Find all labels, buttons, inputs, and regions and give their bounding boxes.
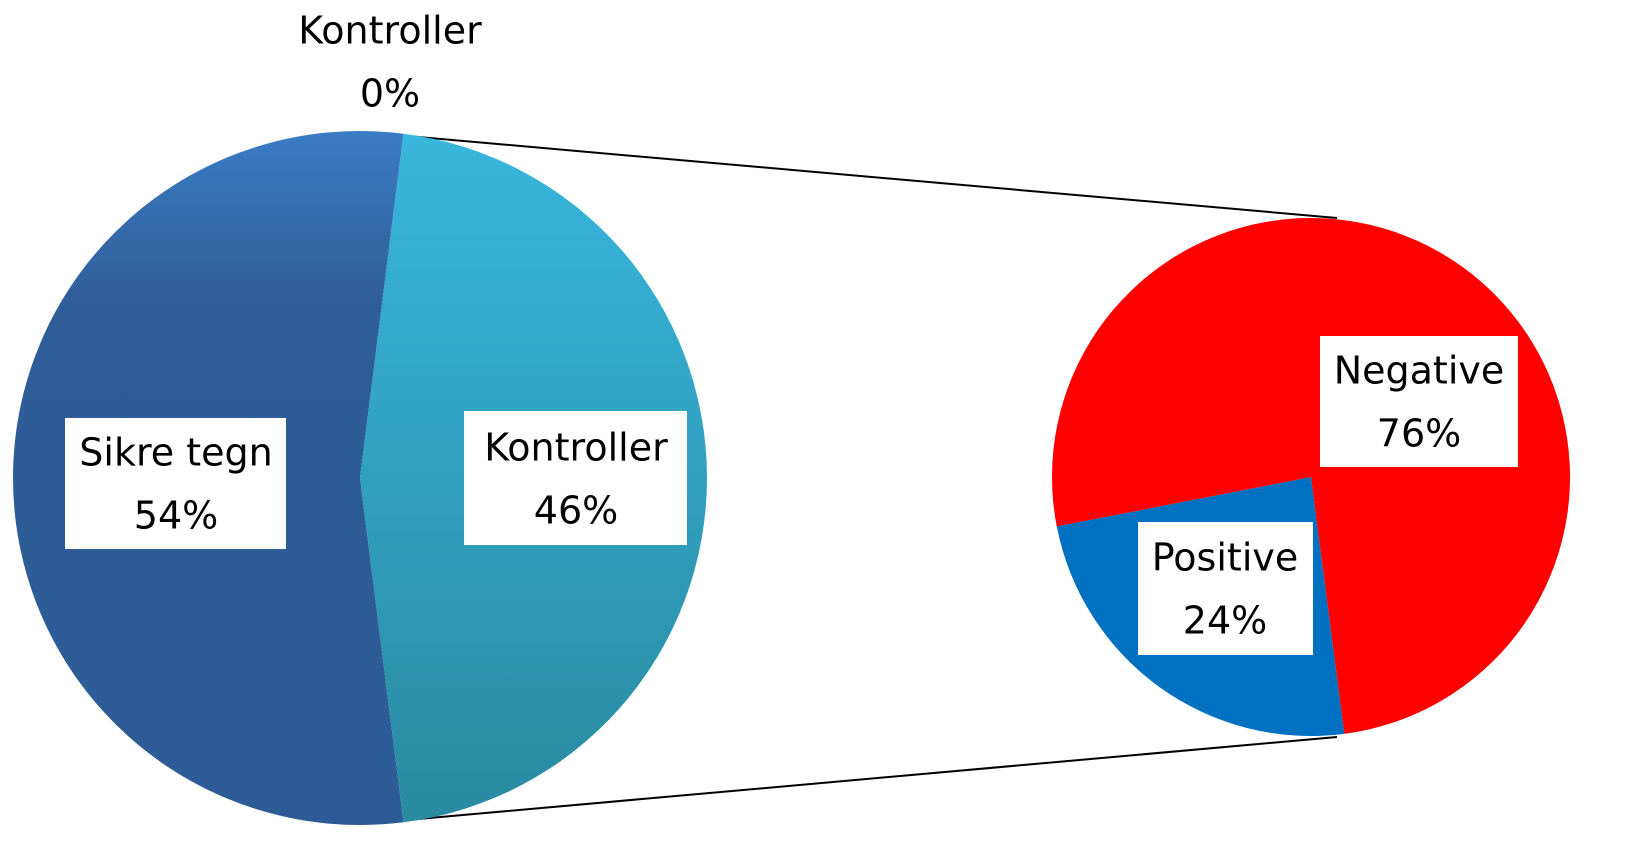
slice-label: Kontroller — [484, 426, 668, 470]
slice-value-label: 54% — [134, 494, 218, 538]
label-box — [1138, 522, 1313, 655]
slice-label: Sikre tegn — [79, 431, 272, 475]
connector-line — [406, 736, 1338, 821]
label-box — [1320, 336, 1518, 467]
slice-value-label: 46% — [534, 489, 618, 533]
slice-value-label: 24% — [1183, 599, 1267, 643]
slice-label: Kontroller — [298, 9, 482, 53]
slice-label: Positive — [1152, 536, 1299, 580]
label-box — [65, 418, 286, 549]
slice-label: Negative — [1334, 349, 1505, 393]
connector-line — [406, 135, 1338, 219]
slice-value-label: 0% — [360, 72, 420, 116]
slice-value-label: 76% — [1377, 412, 1461, 456]
label-box — [464, 411, 687, 545]
